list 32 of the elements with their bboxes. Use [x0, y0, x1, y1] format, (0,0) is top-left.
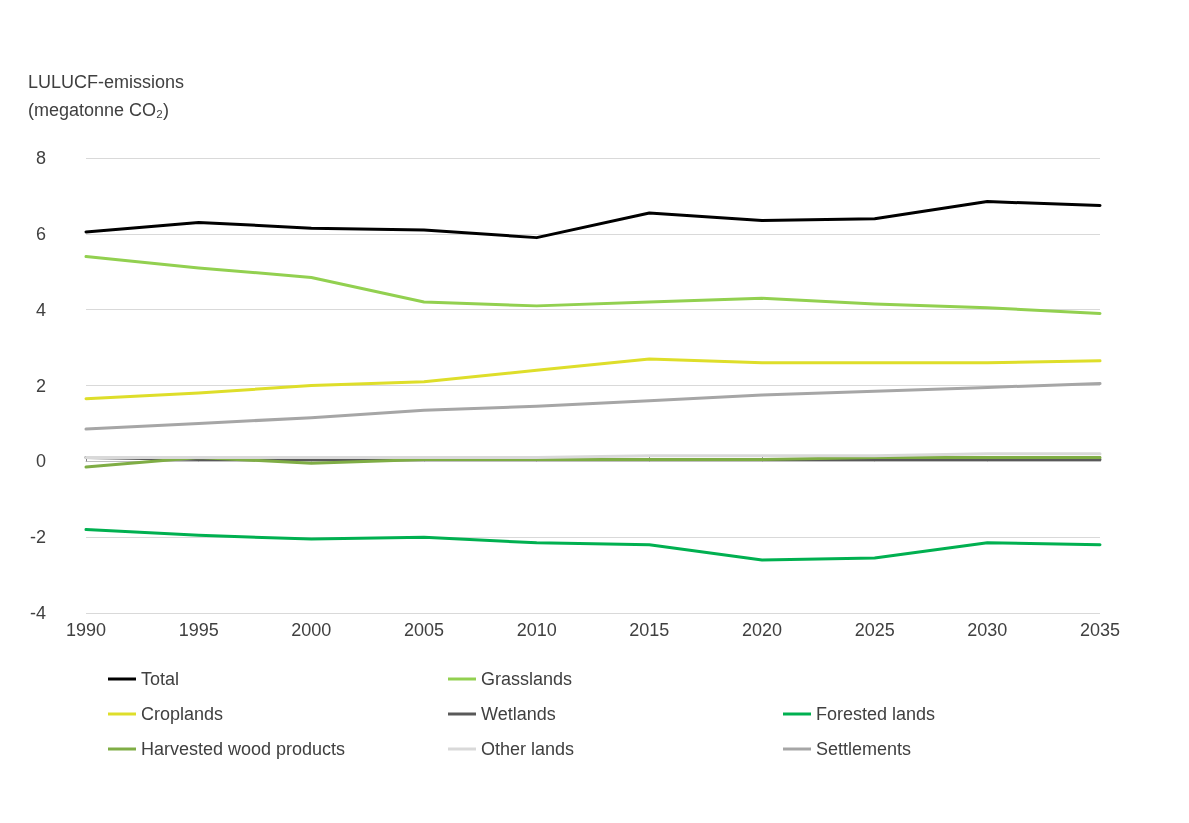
- y-tick-label: 2: [35, 375, 46, 396]
- legend-label: Harvested wood products: [141, 739, 346, 759]
- line-series: [84, 255, 1102, 315]
- x-tick-label: 2000: [291, 620, 332, 640]
- line-series: [84, 528, 1102, 562]
- y-tick-label: 8: [35, 148, 46, 168]
- y-tick-label: 0: [35, 451, 46, 472]
- legend-label: Settlements: [816, 739, 912, 759]
- x-tick-label: 2015: [629, 620, 670, 640]
- line-series: [84, 382, 1102, 431]
- x-tick-label: 2010: [516, 620, 557, 640]
- x-tick-label: 2025: [854, 620, 895, 640]
- x-tick-label: 1995: [178, 620, 219, 640]
- y-tick-label: -2: [29, 527, 46, 548]
- legend-label: Wetlands: [481, 704, 556, 724]
- legend-label: Total: [141, 669, 180, 689]
- x-tick-label: 2035: [1079, 620, 1121, 640]
- y-tick-label: 6: [35, 223, 46, 244]
- line-series: [84, 456, 1102, 469]
- x-tick-label: 2020: [741, 620, 783, 640]
- legend-label: Croplands: [141, 704, 224, 724]
- line-series: [84, 200, 1102, 240]
- y-tick-label: 4: [35, 299, 46, 320]
- x-tick-label: 1990: [65, 620, 107, 640]
- y-tick-label: -4: [29, 603, 46, 623]
- legend-label: Other lands: [481, 739, 575, 759]
- y-axis-title: LULUCF-emissions (megatonne CO₂): [28, 72, 185, 120]
- legend-label: Grasslands: [481, 669, 573, 689]
- x-tick-label: 2005: [403, 620, 445, 640]
- legend-label: Forested lands: [816, 704, 936, 724]
- line-series: [84, 357, 1102, 401]
- x-tick-label: 2030: [967, 620, 1008, 640]
